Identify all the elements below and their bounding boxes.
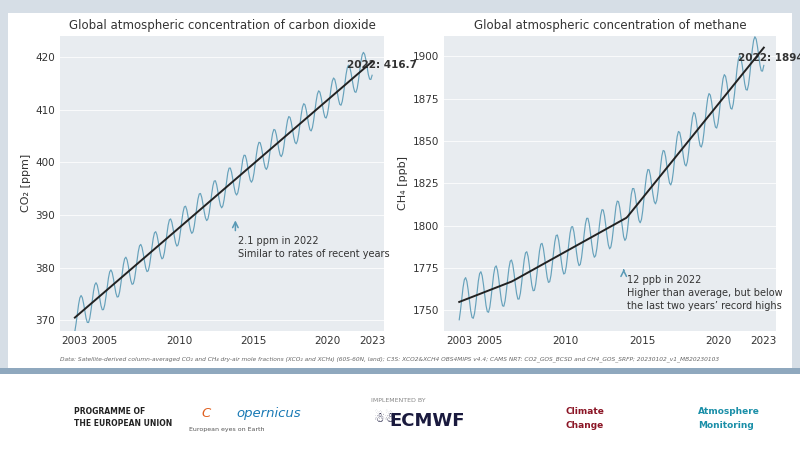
Text: 12 ppb in 2022
Higher than average, but below
the last two years’ record highs: 12 ppb in 2022 Higher than average, but … (626, 275, 782, 311)
Title: Global atmospheric concentration of carbon dioxide: Global atmospheric concentration of carb… (69, 19, 375, 32)
Text: PROGRAMME OF: PROGRAMME OF (74, 407, 146, 416)
Text: C: C (202, 407, 211, 420)
Text: opernicus: opernicus (236, 407, 301, 420)
Y-axis label: CO₂ [ppm]: CO₂ [ppm] (22, 154, 31, 212)
Text: Monitoring: Monitoring (698, 421, 754, 430)
Text: Atmosphere: Atmosphere (698, 407, 760, 416)
Text: 2022: 1894: 2022: 1894 (738, 53, 800, 63)
Text: 2.1 ppm in 2022
Similar to rates of recent years: 2.1 ppm in 2022 Similar to rates of rece… (238, 236, 390, 259)
Y-axis label: CH₄ [ppb]: CH₄ [ppb] (398, 157, 409, 211)
Text: 2022: 416.7: 2022: 416.7 (347, 60, 417, 70)
Text: IMPLEMENTED BY: IMPLEMENTED BY (371, 398, 426, 403)
Text: European eyes on Earth: European eyes on Earth (189, 427, 264, 432)
Text: ECMWF: ECMWF (390, 412, 465, 430)
Text: Change: Change (566, 421, 604, 430)
Text: THE EUROPEAN UNION: THE EUROPEAN UNION (74, 419, 173, 428)
Text: ☃☃: ☃☃ (374, 412, 397, 425)
Title: Global atmospheric concentration of methane: Global atmospheric concentration of meth… (474, 19, 746, 32)
Text: Data: Satellite-derived column-averaged CO₂ and CH₄ dry-air mole fractions (XCO₂: Data: Satellite-derived column-averaged … (60, 356, 719, 362)
Text: Climate: Climate (566, 407, 605, 416)
